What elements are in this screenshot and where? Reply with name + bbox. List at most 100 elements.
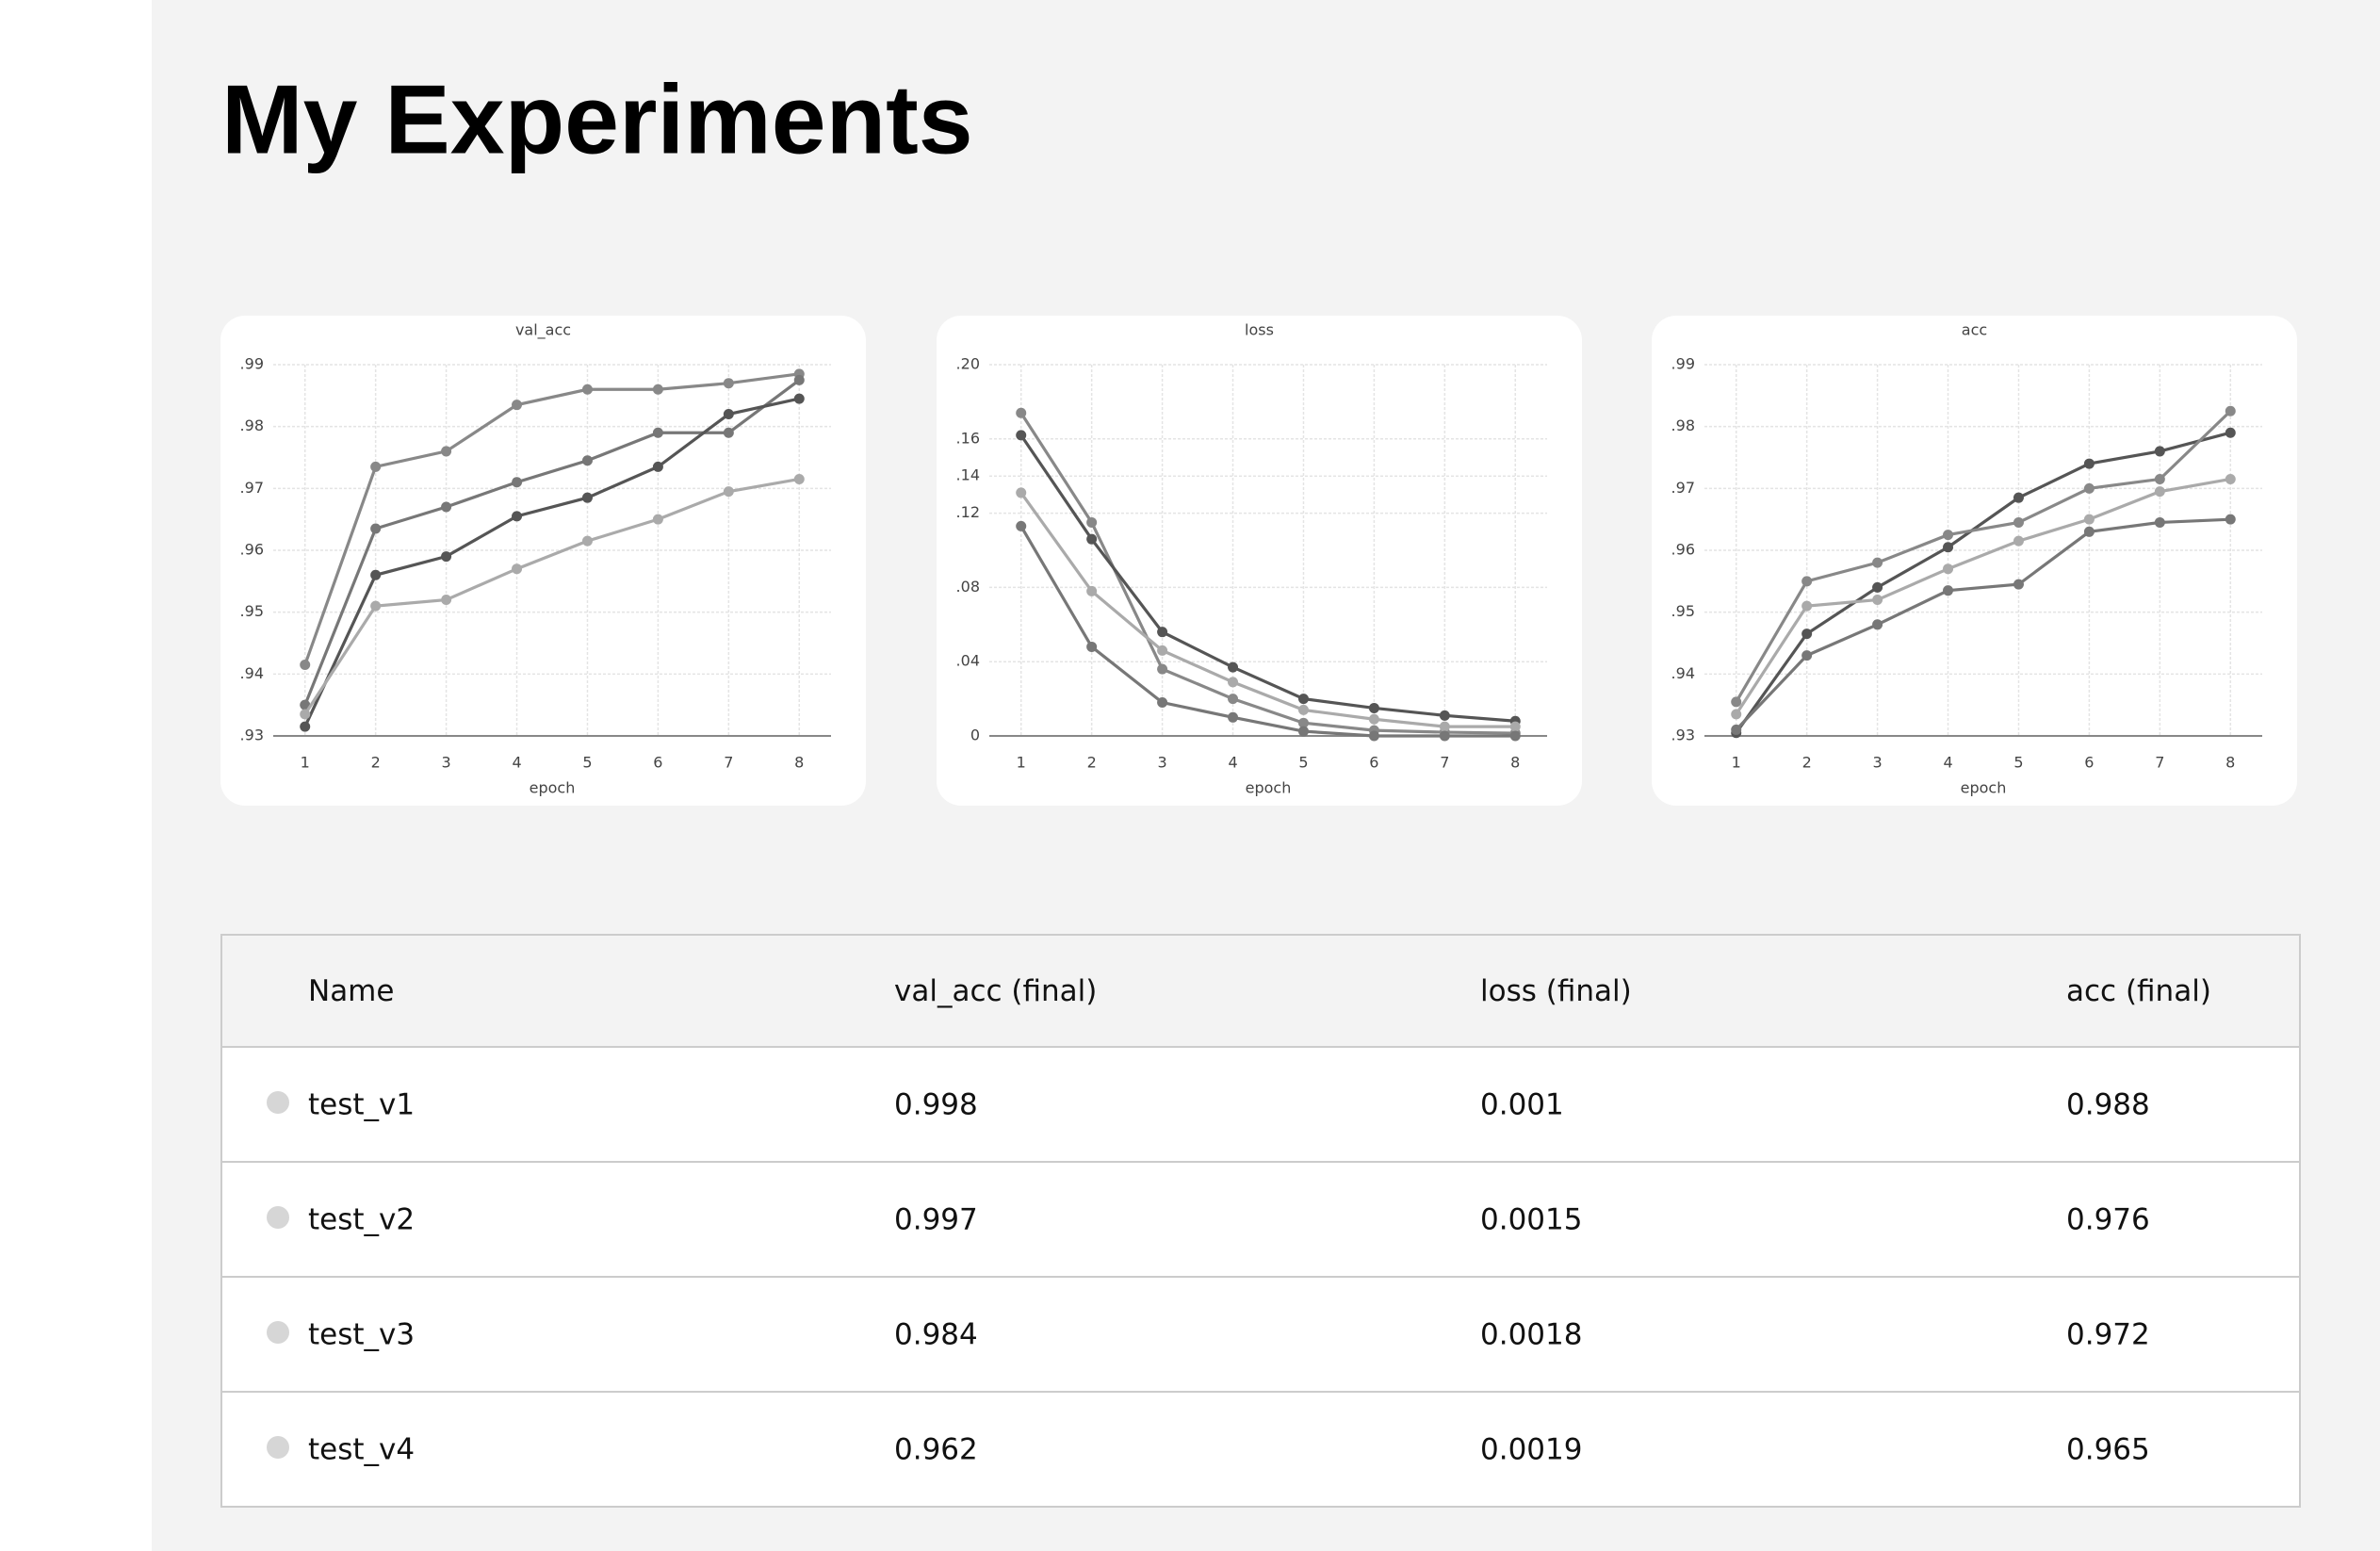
table-cell: 0.998 bbox=[894, 1088, 978, 1122]
point bbox=[1872, 619, 1883, 630]
point bbox=[1016, 520, 1027, 531]
x-tick-label: 1 bbox=[1732, 754, 1741, 772]
point bbox=[2154, 446, 2165, 457]
card-background bbox=[220, 316, 866, 806]
point bbox=[1731, 709, 1742, 720]
table-row bbox=[220, 1161, 2301, 1278]
point bbox=[441, 501, 452, 513]
x-axis-label: epoch bbox=[1961, 779, 2007, 797]
x-tick-label: 7 bbox=[2155, 754, 2164, 772]
table-cell: 0.965 bbox=[2066, 1433, 2150, 1467]
table-row bbox=[220, 1276, 2301, 1393]
point bbox=[1086, 533, 1098, 545]
x-tick-label: 4 bbox=[512, 754, 521, 772]
point bbox=[512, 563, 523, 575]
point bbox=[723, 378, 734, 389]
point bbox=[1801, 650, 1813, 661]
point bbox=[300, 659, 311, 670]
x-tick-label: 8 bbox=[2225, 754, 2235, 772]
point bbox=[1943, 585, 1954, 596]
x-tick-label: 3 bbox=[1873, 754, 1883, 772]
point bbox=[723, 486, 734, 498]
table-row bbox=[220, 1046, 2301, 1163]
x-tick-label: 3 bbox=[442, 754, 451, 772]
point bbox=[1157, 645, 1168, 656]
y-tick-label: .96 bbox=[1671, 541, 1695, 559]
series-line bbox=[303, 379, 801, 706]
chart-title: loss bbox=[1245, 321, 1274, 339]
chart-card: acc .93 .94 .95 .96 .97 .98 .99 1 2 3 4 5 6 7 8 epoch bbox=[1652, 316, 2297, 806]
y-tick-label: .95 bbox=[1671, 602, 1695, 620]
point bbox=[652, 427, 663, 438]
x-tick-label: 3 bbox=[1158, 754, 1167, 772]
series-line bbox=[303, 397, 800, 727]
y-tick-label: .97 bbox=[240, 479, 264, 497]
x-tick-label: 6 bbox=[2084, 754, 2094, 772]
point bbox=[1872, 557, 1883, 568]
y-tick-label: .12 bbox=[956, 503, 980, 521]
point bbox=[1228, 661, 1239, 673]
table-cell: 0.0018 bbox=[1480, 1318, 1582, 1352]
point bbox=[1801, 629, 1813, 640]
table-cell: test_v4 bbox=[308, 1433, 415, 1467]
point bbox=[1872, 595, 1883, 606]
point bbox=[1297, 694, 1309, 705]
point bbox=[1368, 702, 1379, 713]
sidebar bbox=[0, 0, 152, 1551]
point bbox=[1016, 407, 1027, 418]
point bbox=[2083, 514, 2095, 525]
point bbox=[2083, 458, 2095, 469]
table-cell: test_v2 bbox=[308, 1203, 415, 1237]
y-tick-label: .20 bbox=[956, 355, 980, 373]
point bbox=[2225, 473, 2236, 484]
point bbox=[581, 455, 593, 466]
y-tick-label: .08 bbox=[956, 578, 980, 596]
point bbox=[1297, 726, 1309, 737]
table-cell: test_v1 bbox=[308, 1088, 415, 1122]
point bbox=[581, 535, 593, 547]
point bbox=[2013, 516, 2024, 528]
point bbox=[441, 595, 452, 606]
point bbox=[2225, 405, 2236, 416]
point bbox=[1439, 721, 1450, 732]
x-tick-label: 7 bbox=[724, 754, 733, 772]
table-cell: 0.962 bbox=[894, 1433, 978, 1467]
point bbox=[2225, 514, 2236, 525]
table-cell: 0.001 bbox=[1480, 1088, 1564, 1122]
table-cell: 0.0015 bbox=[1480, 1203, 1582, 1237]
x-tick-label: 5 bbox=[1298, 754, 1308, 772]
y-tick-label: .14 bbox=[956, 466, 980, 484]
column-header: Name bbox=[308, 974, 394, 1008]
y-tick-label: .97 bbox=[1671, 479, 1695, 497]
table-cell: test_v3 bbox=[308, 1318, 415, 1352]
point bbox=[1943, 563, 1954, 575]
point bbox=[1086, 641, 1098, 652]
point bbox=[793, 374, 805, 385]
point bbox=[300, 721, 311, 732]
x-tick-label: 7 bbox=[1440, 754, 1449, 772]
point bbox=[300, 709, 311, 720]
point bbox=[793, 393, 805, 404]
table-cell: 0.0019 bbox=[1480, 1433, 1582, 1467]
series-line bbox=[1735, 410, 2232, 703]
point bbox=[1872, 581, 1883, 593]
status-dot bbox=[267, 1321, 289, 1344]
x-tick-label: 2 bbox=[1802, 754, 1812, 772]
x-tick-label: 6 bbox=[653, 754, 662, 772]
point bbox=[581, 384, 593, 395]
x-tick-label: 8 bbox=[1510, 754, 1520, 772]
point bbox=[1297, 704, 1309, 715]
table-cell: 0.976 bbox=[2066, 1203, 2150, 1237]
point bbox=[1509, 721, 1521, 732]
point bbox=[1157, 663, 1168, 675]
y-tick-label: .96 bbox=[240, 541, 264, 559]
point bbox=[2154, 486, 2165, 498]
point bbox=[441, 551, 452, 563]
point bbox=[1509, 730, 1521, 742]
y-tick-label: 0 bbox=[970, 727, 980, 744]
table-row bbox=[220, 1391, 2301, 1508]
point bbox=[1228, 711, 1239, 723]
y-tick-label: .94 bbox=[1671, 664, 1695, 682]
series-line bbox=[303, 372, 800, 666]
